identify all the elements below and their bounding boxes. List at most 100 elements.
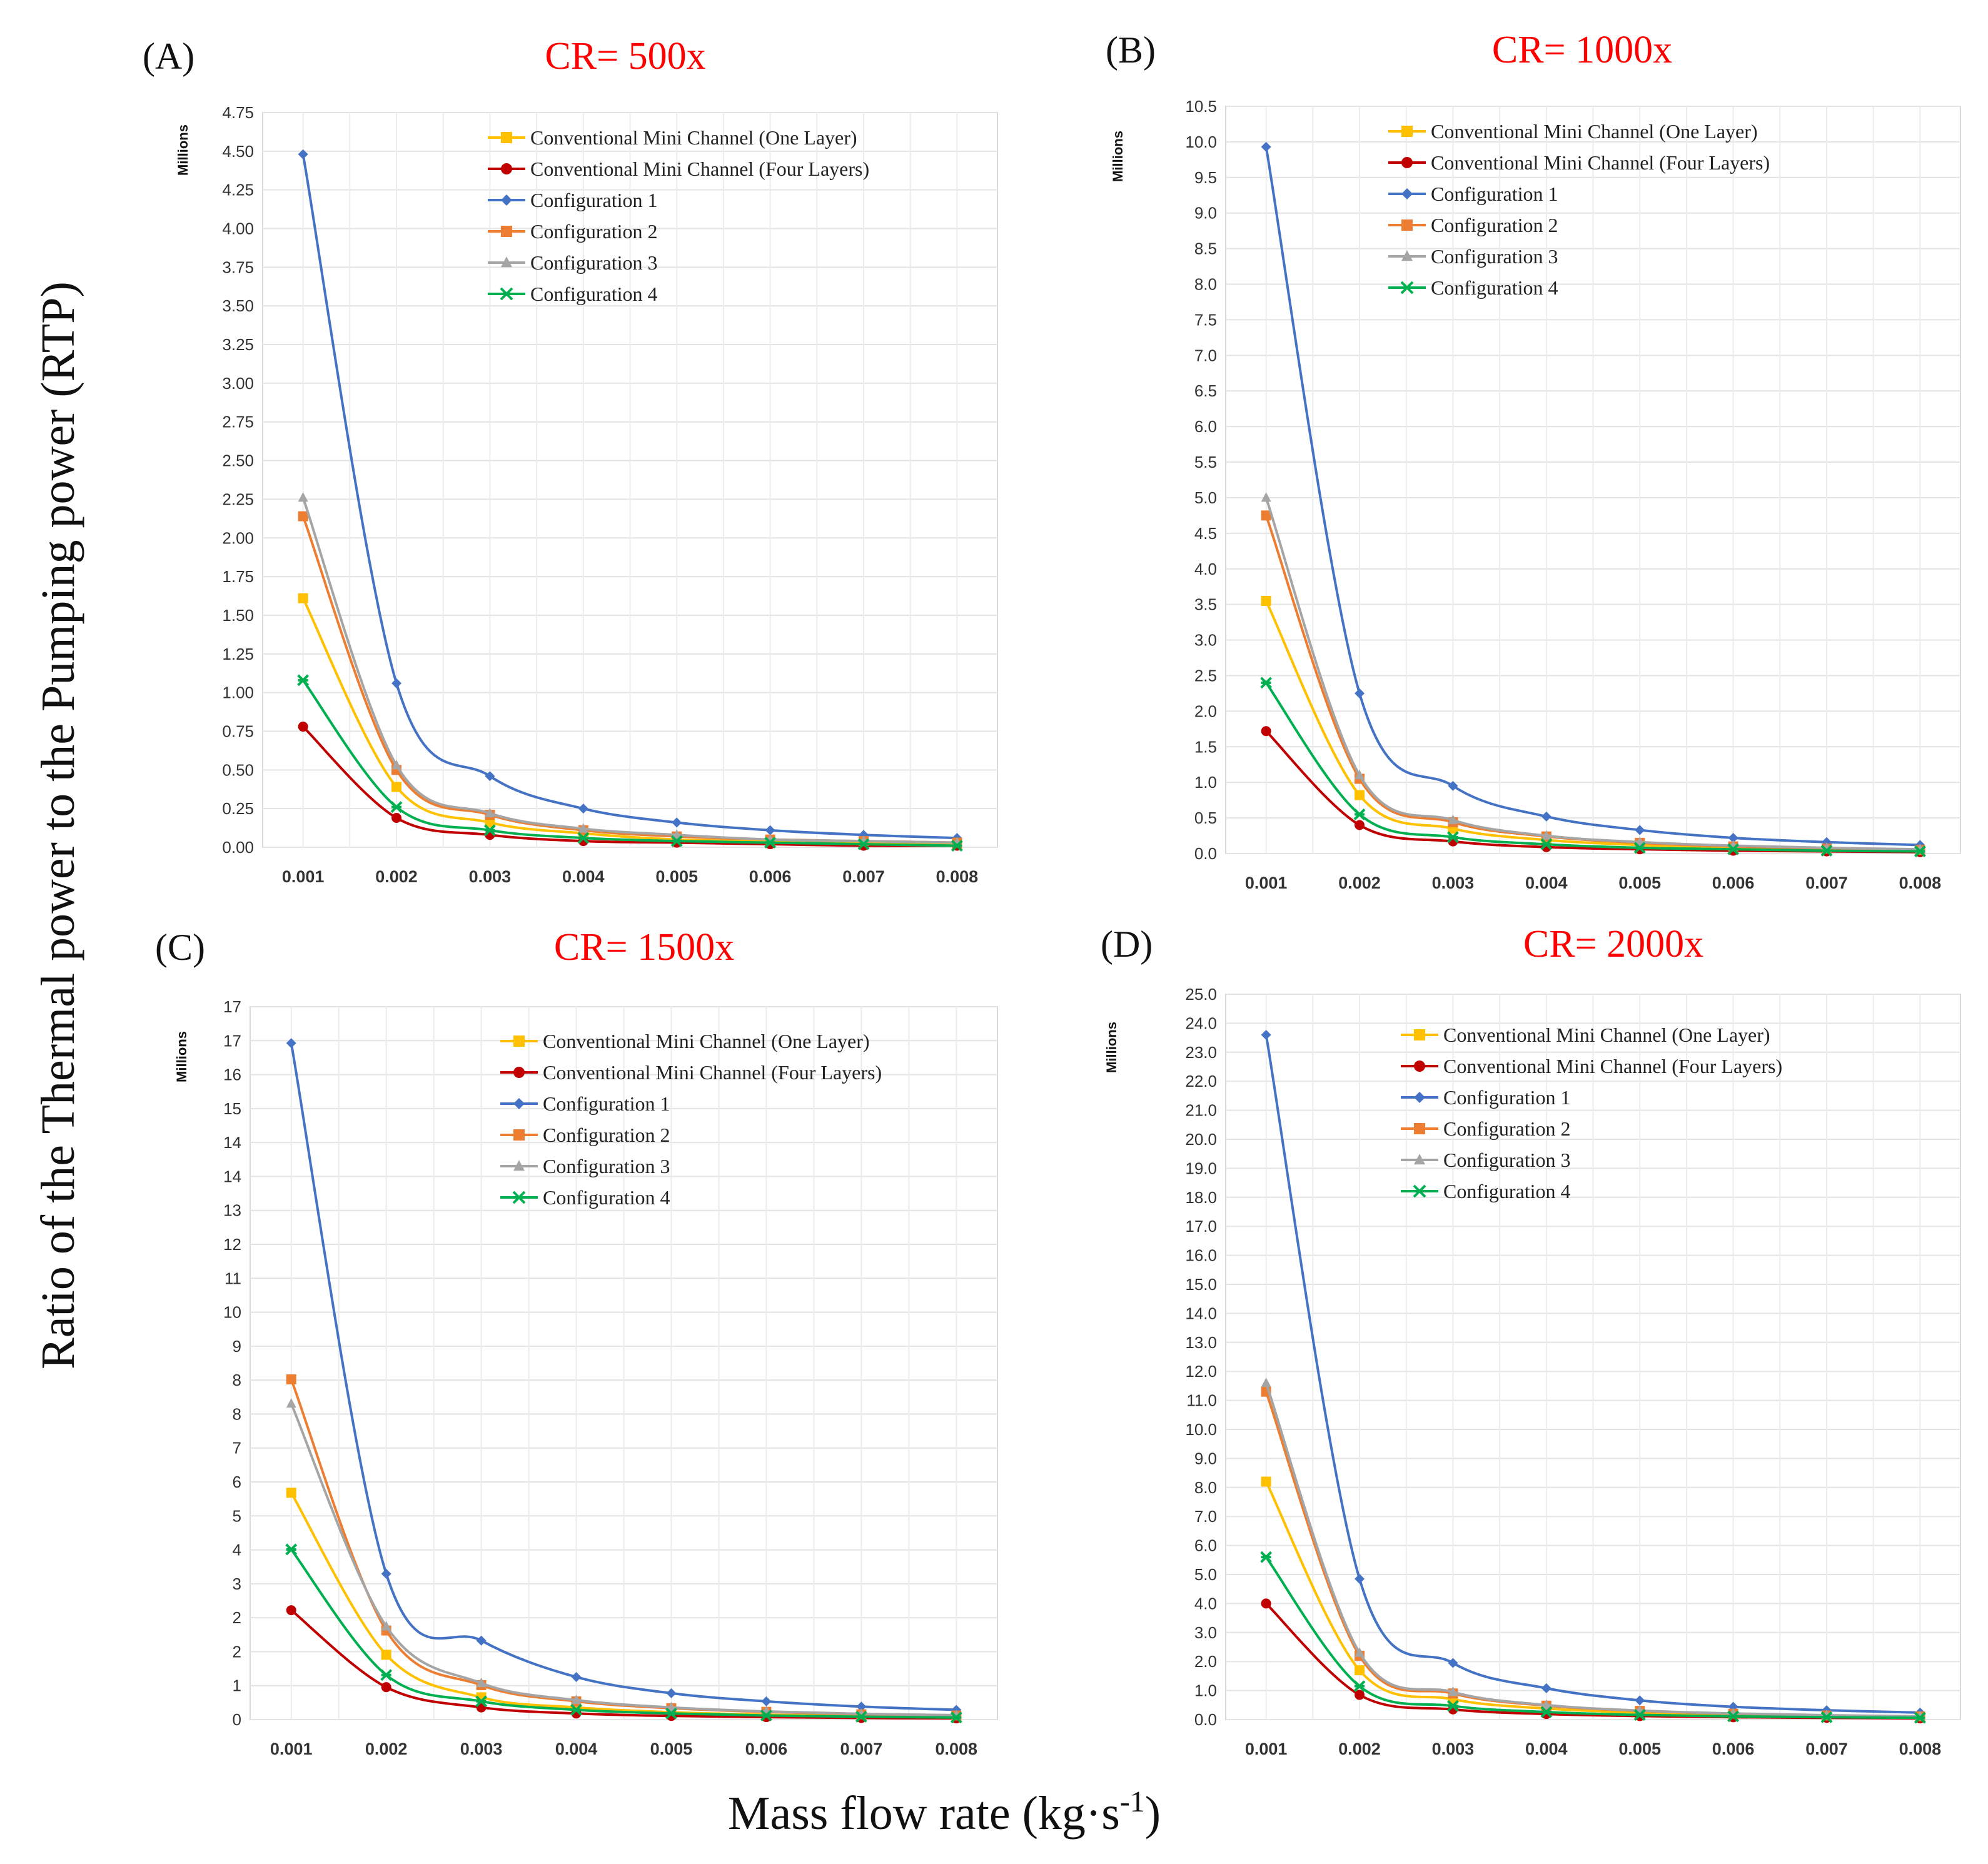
legend-entry: Configuration 1 [1431, 183, 1558, 205]
legend-entry: Configuration 4 [543, 1186, 670, 1209]
marker-diamond [765, 825, 775, 835]
y-tick-label: 7.0 [1194, 1507, 1217, 1526]
marker-triangle [1355, 770, 1365, 780]
marker-square [391, 782, 402, 792]
x-tick-label: 0.005 [1618, 874, 1661, 892]
legend-entry: Conventional Mini Channel (One Layer) [1431, 120, 1758, 143]
y-tick-label: 2.25 [222, 490, 254, 508]
marker-star [857, 838, 870, 850]
marker-diamond [856, 1701, 867, 1712]
y-tick-label: 17 [223, 1031, 241, 1050]
legend-entry: Configuration 2 [543, 1124, 670, 1146]
x-tick-label: 0.008 [935, 1740, 977, 1758]
marker-triangle [1541, 830, 1552, 840]
y-tick-label: 10.0 [1185, 133, 1217, 151]
marker-star [1914, 845, 1926, 858]
y-tick-label: 11.0 [1186, 1391, 1217, 1410]
legend-entry: Configuration 2 [1431, 214, 1558, 236]
marker-triangle [1355, 1647, 1365, 1657]
marker-star [297, 674, 310, 687]
x-tick-label: 0.002 [375, 867, 418, 886]
legend: Conventional Mini Channel (One Layer) Con… [1401, 1024, 1782, 1202]
series-line [1264, 1383, 1920, 1718]
y-tick-label: 24.0 [1185, 1014, 1217, 1032]
y-tick-label: 14 [223, 1167, 241, 1186]
y-tick-label: 11 [225, 1269, 241, 1287]
marker-square [1401, 219, 1413, 231]
marker-diamond [1541, 811, 1552, 822]
y-tick-label: 2.0 [1194, 702, 1217, 720]
y-tick-label: 4 [233, 1541, 241, 1559]
marker-circle [1261, 1598, 1271, 1609]
y-tick-label: 2.75 [222, 413, 254, 431]
marker-diamond [1355, 1573, 1365, 1584]
marker-diamond [1635, 1695, 1645, 1706]
x-tick-label: 0.003 [1432, 874, 1475, 892]
y-tick-label: 17.0 [1185, 1217, 1217, 1236]
marker-star [1353, 1680, 1366, 1693]
y-tick-label: 13 [223, 1201, 241, 1220]
y-tick-label: 3.0 [1194, 1623, 1217, 1642]
y-tick-label: 4.00 [222, 219, 254, 238]
marker-star [500, 287, 513, 301]
y-tick-label: 8.0 [1194, 1478, 1217, 1497]
y-tick-label: 4.0 [1194, 1594, 1217, 1613]
x-tick-label: 0.004 [1525, 1740, 1568, 1758]
panel-1: 0.0 0.5 1.0 1.5 2.0 2.5 3.0 3.5 4.0 4.5 5.0 5.5 6.0 6… [1106, 29, 1961, 892]
x-tick-label: 0.001 [282, 867, 325, 886]
y-tick-label: 10.0 [1185, 1420, 1217, 1439]
marker-circle [513, 1067, 525, 1078]
y-tick-label: 0 [233, 1710, 241, 1729]
y-tick-label: 12 [223, 1235, 241, 1254]
marker-triangle [1448, 814, 1458, 824]
marker-triangle [672, 829, 682, 839]
marker-diamond [381, 1568, 391, 1579]
marker-diamond [1261, 141, 1271, 152]
x-tick-label: 0.001 [1245, 1740, 1288, 1758]
y-tick-label: 18.0 [1185, 1188, 1217, 1207]
marker-circle [1414, 1060, 1425, 1072]
y-tick-label: 0.5 [1194, 809, 1217, 827]
marker-square [1261, 1476, 1271, 1487]
x-tick-label: 0.007 [840, 1740, 883, 1758]
marker-circle [1355, 1690, 1365, 1700]
x-tick-label: 0.001 [1245, 874, 1288, 892]
y-tick-label: 17 [223, 997, 241, 1016]
y-tick-label: 14.0 [1185, 1304, 1217, 1322]
marker-square [485, 817, 495, 828]
panel-letter: (A) [143, 36, 194, 77]
y-tick-label: 0.50 [222, 760, 254, 779]
marker-star [1446, 1700, 1459, 1712]
y-tick-label: 3.75 [222, 258, 254, 276]
marker-diamond [298, 149, 308, 159]
marker-star [855, 1711, 867, 1723]
marker-triangle [1401, 250, 1413, 261]
y-tick-label: 5.0 [1194, 488, 1217, 507]
y-tick-label: 3.0 [1194, 631, 1217, 650]
series-line [290, 1042, 957, 1711]
marker-circle [1401, 157, 1413, 168]
marker-triangle [298, 492, 308, 502]
y-tick-label: 3.00 [222, 374, 254, 393]
y-unit-label: Millions [174, 1031, 189, 1082]
marker-square [1261, 510, 1271, 521]
marker-star [951, 840, 963, 852]
legend-entry: Configuration 3 [1431, 245, 1558, 268]
marker-circle [298, 722, 308, 732]
y-tick-label: 7.5 [1194, 310, 1217, 329]
legend-entry: Configuration 4 [530, 283, 658, 305]
legend-entry: Configuration 1 [1443, 1086, 1571, 1109]
chart-title: CR= 1500x [554, 926, 734, 969]
marker-triangle [1448, 1686, 1458, 1696]
marker-diamond [286, 1038, 296, 1049]
legend-entry: Configuration 2 [530, 220, 658, 243]
x-tick-label: 0.007 [1805, 874, 1848, 892]
y-tick-label: 25.0 [1185, 985, 1217, 1004]
x-tick-label: 0.007 [1805, 1740, 1848, 1758]
legend-entry: Conventional Mini Channel (Four Layers) [1443, 1055, 1782, 1077]
y-tick-label: 3 [233, 1574, 241, 1593]
panel-letter: (B) [1106, 29, 1156, 71]
marker-square [1414, 1029, 1425, 1040]
marker-diamond [1355, 688, 1365, 698]
marker-square [501, 132, 512, 143]
